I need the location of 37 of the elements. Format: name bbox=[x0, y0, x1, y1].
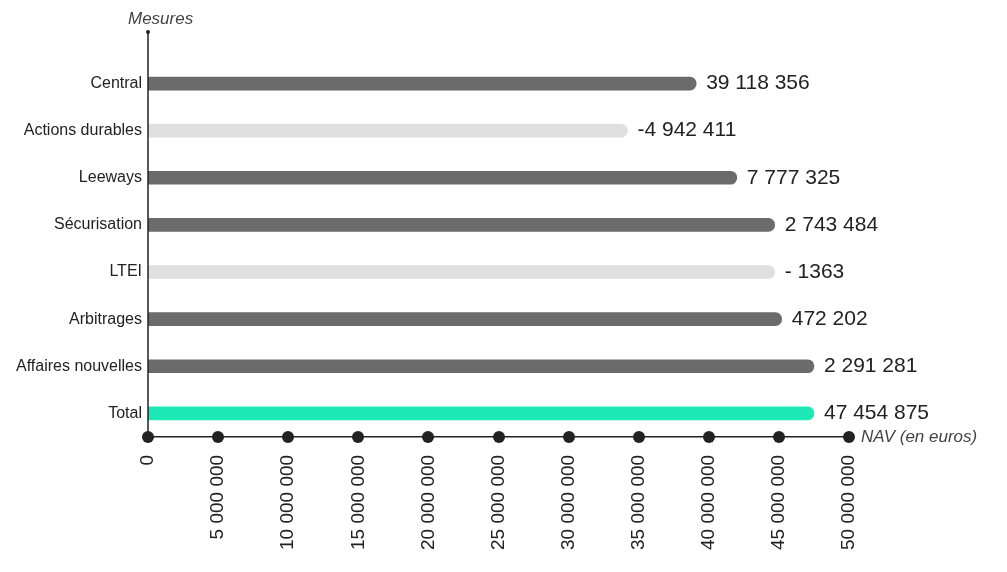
bar bbox=[148, 123, 628, 138]
x-tick-label: 30 000 000 bbox=[556, 454, 578, 550]
x-tick-label: 45 000 000 bbox=[767, 454, 789, 550]
x-tick-label: 15 000 000 bbox=[346, 454, 368, 550]
x-axis-title: NAV (en euros) bbox=[861, 426, 978, 446]
y-tick-label: Central bbox=[90, 73, 142, 91]
x-tick-label: 20 000 000 bbox=[416, 454, 438, 550]
annotation: 47 454 875 bbox=[823, 400, 930, 424]
bar bbox=[148, 265, 776, 279]
x-tick-label: 40 000 000 bbox=[697, 454, 719, 550]
bar bbox=[148, 170, 738, 185]
x-tick-label: 35 000 000 bbox=[626, 454, 648, 550]
annotation: 472 202 bbox=[791, 305, 868, 329]
x-tick-label: 5 000 000 bbox=[206, 454, 228, 540]
annotation: 7 777 325 bbox=[746, 164, 841, 188]
x-tick-label: 10 000 000 bbox=[276, 454, 298, 550]
y-tick-label: Affaires nouvelles bbox=[16, 356, 142, 374]
y-tick-label: Actions durables bbox=[23, 121, 142, 139]
annotation: 39 118 356 bbox=[706, 70, 810, 94]
x-tick-label: 50 000 000 bbox=[837, 454, 859, 550]
y-tick-label: Total bbox=[108, 403, 142, 421]
annotation: -4 942 411 bbox=[637, 117, 737, 141]
annotation: 2 291 281 bbox=[823, 353, 918, 377]
annotation: 2 743 484 bbox=[784, 211, 879, 235]
bar bbox=[148, 76, 697, 91]
bar bbox=[148, 312, 783, 326]
y-tick-label: Leeways bbox=[78, 168, 142, 186]
bar bbox=[148, 406, 815, 421]
bar bbox=[148, 359, 815, 374]
y-tick-label: Arbitrages bbox=[69, 309, 142, 327]
y-axis-title: Mesures bbox=[128, 9, 194, 29]
annotation: - 1363 bbox=[784, 258, 845, 282]
y-tick-label: LTEI bbox=[109, 262, 142, 280]
y-tick-label: Sécurisation bbox=[53, 215, 142, 233]
x-tick-label: 25 000 000 bbox=[486, 454, 508, 550]
bar bbox=[148, 218, 776, 232]
x-tick-label: 0 bbox=[136, 454, 158, 466]
